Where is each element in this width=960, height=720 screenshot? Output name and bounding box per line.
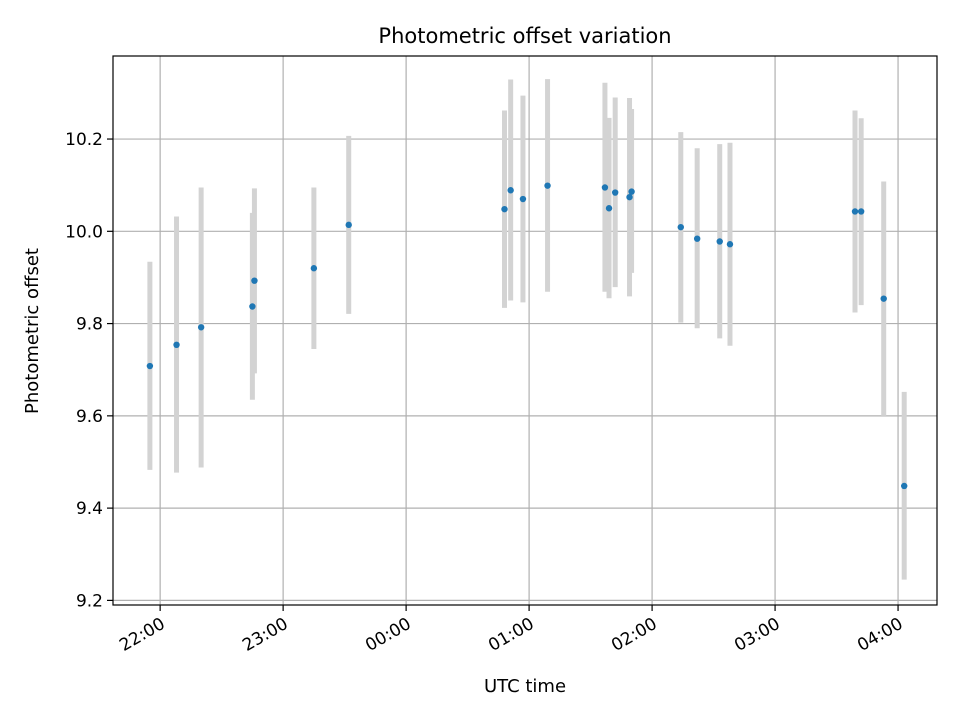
- x-axis-label: UTC time: [484, 676, 566, 697]
- y-tick-label: 10.0: [65, 222, 103, 242]
- data-point: [857, 208, 865, 215]
- data-point: [901, 482, 908, 490]
- data-point: [544, 182, 551, 189]
- data-point: [249, 303, 256, 310]
- data-point: [146, 362, 154, 370]
- data-point: [628, 188, 635, 195]
- data-point: [677, 223, 684, 231]
- y-tick-label: 9.4: [76, 499, 103, 519]
- data-point: [501, 205, 508, 213]
- y-tick-label: 10.2: [65, 130, 103, 150]
- data-point: [197, 324, 205, 331]
- data-point: [251, 277, 258, 284]
- data-point: [605, 205, 613, 212]
- data-point: [611, 189, 619, 196]
- data-point: [880, 295, 887, 302]
- data-points: [146, 182, 908, 490]
- data-point: [173, 341, 180, 349]
- y-axis-ticks: 9.2 9.4 9.6 9.8 10.0 10.2: [65, 130, 113, 611]
- data-point: [345, 221, 352, 229]
- data-point: [626, 193, 633, 201]
- y-axis-label: Photometric offset: [22, 248, 43, 414]
- data-point: [851, 208, 859, 215]
- chart-title: Photometric offset variation: [378, 24, 671, 48]
- data-point: [601, 184, 609, 191]
- data-point: [726, 241, 734, 248]
- y-tick-label: 9.8: [76, 315, 103, 335]
- data-point: [519, 195, 527, 203]
- data-point: [310, 265, 318, 272]
- plot-frame: [112, 55, 938, 606]
- y-tick-label: 9.6: [76, 407, 103, 427]
- data-point: [507, 187, 514, 194]
- data-point: [716, 238, 723, 245]
- data-point: [693, 235, 701, 242]
- y-tick-label: 9.2: [76, 591, 103, 611]
